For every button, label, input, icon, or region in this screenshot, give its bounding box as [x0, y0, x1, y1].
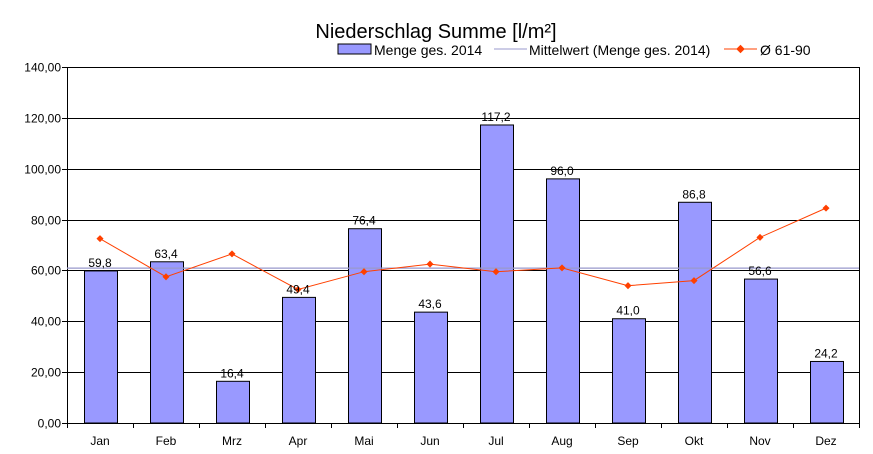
- bar: [414, 311, 448, 424]
- y-tick-label: 60,00: [31, 264, 61, 278]
- avg-point: [96, 235, 104, 243]
- bar: [150, 261, 184, 424]
- avg-point: [228, 250, 236, 258]
- bar: [216, 380, 250, 424]
- legend-label-avg: Ø 61-90: [760, 42, 811, 58]
- legend-marker-avg: [736, 44, 745, 54]
- y-tick-label: 20,00: [31, 366, 61, 380]
- bar: [546, 178, 580, 424]
- avg-point: [360, 268, 368, 276]
- bar: [348, 228, 382, 424]
- avg-point: [294, 285, 302, 294]
- x-tick-label: Mrz: [222, 434, 242, 448]
- avg-point: [756, 233, 764, 241]
- y-axis: 0,00 20,00 40,00 60,00 80,00 100,00 120,00 140,…: [24, 61, 860, 431]
- y-tick-label: 120,00: [24, 112, 61, 126]
- x-tick-label: Jan: [90, 434, 109, 448]
- legend: Menge ges. 2014 Mittelwert (Menge ges. 2…: [337, 42, 811, 58]
- bar: [282, 296, 316, 424]
- data-label: 41,0: [616, 304, 640, 318]
- data-label: 63,4: [154, 247, 178, 261]
- data-label: 16,4: [220, 366, 244, 380]
- x-tick-label: Nov: [749, 434, 770, 448]
- data-label: 24,2: [814, 346, 838, 360]
- data-label: 86,8: [682, 187, 706, 201]
- data-label: 96,0: [550, 164, 574, 178]
- x-tick-label: Okt: [685, 434, 704, 448]
- y-tick-label: 100,00: [24, 163, 61, 177]
- data-label: 43,6: [418, 297, 442, 311]
- bars: [84, 124, 844, 424]
- legend-label-bars: Menge ges. 2014: [374, 42, 482, 58]
- x-tick-label: Sep: [617, 434, 639, 448]
- data-label: 117,2: [481, 110, 510, 124]
- chart-title: Niederschlag Summe [l/m²]: [315, 21, 556, 43]
- x-axis: Jan Feb Mrz Apr Mai Jun Jul Aug Sep Okt Nov Dez: [62, 423, 860, 448]
- grid: [67, 67, 859, 424]
- x-tick-label: Feb: [156, 434, 177, 448]
- avg-point: [624, 282, 632, 290]
- data-label: 59,8: [88, 256, 112, 270]
- y-tick-label: 80,00: [31, 214, 61, 228]
- avg-point: [690, 277, 698, 285]
- x-tick-label: Jun: [420, 434, 439, 448]
- avg-point: [492, 268, 500, 276]
- bar: [612, 318, 646, 424]
- bar: [678, 201, 712, 424]
- avg-line: [99, 207, 827, 291]
- x-tick-label: Jul: [488, 434, 503, 448]
- bar: [810, 360, 844, 424]
- data-label: 76,4: [352, 214, 376, 228]
- avg-point: [426, 260, 434, 268]
- data-labels: 59,8 63,4 16,4 49,4 76,4 43,6 117,2 96,0 41,0 86,…: [88, 110, 838, 380]
- avg-point: [162, 273, 170, 281]
- y-tick-label: 140,00: [24, 61, 61, 75]
- y-tick-label: 40,00: [31, 315, 61, 329]
- x-tick-label: Aug: [551, 434, 572, 448]
- bar: [744, 278, 778, 424]
- data-label: 49,4: [286, 282, 310, 296]
- y-tick-label: 0,00: [38, 417, 62, 431]
- x-tick-label: Apr: [289, 434, 308, 448]
- legend-label-mean: Mittelwert (Menge ges. 2014): [529, 42, 710, 58]
- x-tick-label: Dez: [815, 434, 836, 448]
- legend-swatch-bars: [337, 43, 372, 55]
- data-label: 56,6: [748, 264, 772, 278]
- avg-line-group: [96, 204, 830, 294]
- avg-point: [558, 264, 566, 272]
- x-tick-label: Mai: [354, 434, 373, 448]
- bar: [84, 270, 118, 424]
- avg-point: [822, 204, 830, 212]
